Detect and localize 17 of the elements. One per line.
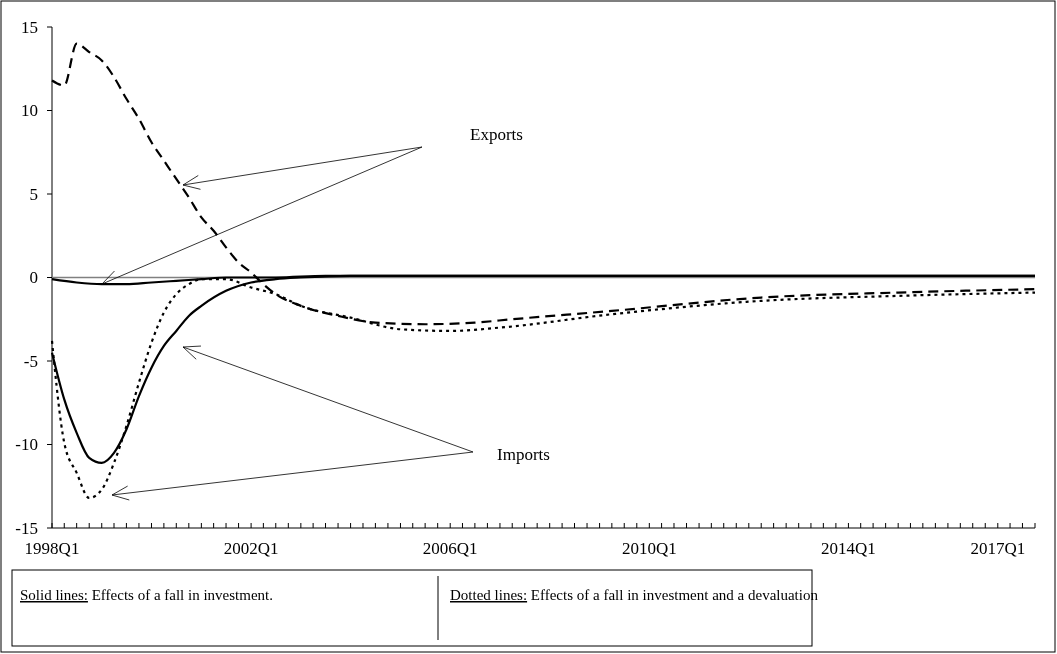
x-tick-label: 2017Q1 bbox=[970, 539, 1026, 558]
y-tick-label: 10 bbox=[21, 101, 38, 121]
annotation: Imports bbox=[497, 445, 550, 464]
y-tick-label: 5 bbox=[29, 184, 38, 204]
annotation: Exports bbox=[470, 125, 523, 144]
y-tick-label: -15 bbox=[15, 518, 38, 538]
x-tick-label: 2010Q1 bbox=[621, 539, 677, 558]
x-tick-label: 2014Q1 bbox=[821, 539, 876, 558]
text: Dotted lines: Effects of a fall in investment and a devaluation bbox=[450, 587, 819, 603]
y-tick-label: -10 bbox=[15, 435, 38, 455]
y-tick-label: 15 bbox=[21, 17, 38, 37]
y-tick-label: -5 bbox=[23, 351, 38, 371]
x-tick-label: 2002Q1 bbox=[223, 539, 279, 558]
x-tick-label: 2006Q1 bbox=[422, 539, 478, 558]
text: Solid lines: Effects of a fall in investment. bbox=[20, 587, 274, 603]
x-tick-label: 1998Q1 bbox=[24, 539, 80, 558]
y-tick-label: 0 bbox=[29, 268, 38, 288]
